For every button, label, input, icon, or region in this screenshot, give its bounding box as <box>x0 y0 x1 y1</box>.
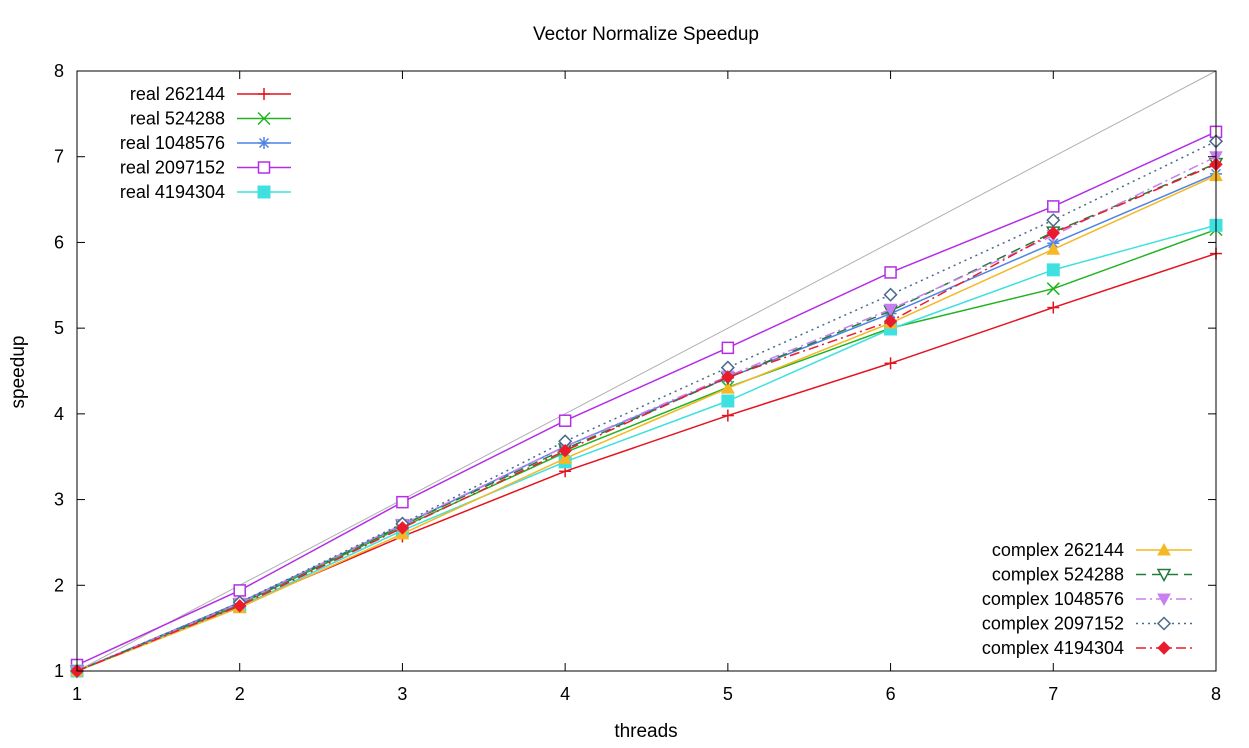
series-line <box>76 131 1217 666</box>
x-tick-label: 6 <box>886 684 896 704</box>
data-point <box>884 266 897 279</box>
legend-label: real 4194304 <box>120 182 225 202</box>
legend-label: real 524288 <box>130 109 225 129</box>
axis-ticks: 1 2 3 4 5 6 7 8 1 2 3 4 5 6 7 8 <box>54 61 1221 704</box>
data-point <box>883 287 898 302</box>
x-tick-label: 7 <box>1048 684 1058 704</box>
series-layer <box>69 125 1224 679</box>
legend-label: real 1048576 <box>120 133 225 153</box>
y-tick-label: 2 <box>54 575 64 595</box>
legend-label: complex 4194304 <box>982 638 1124 658</box>
x-tick-label: 8 <box>1211 684 1221 704</box>
legend-entry: real 1048576 <box>120 133 291 153</box>
data-point <box>721 370 735 384</box>
legend-bottom-right: complex 262144 complex 524288 complex 1048… <box>982 540 1192 658</box>
data-point <box>721 409 734 422</box>
legend-swatch-marker <box>1156 568 1172 583</box>
legend-entry: complex 4194304 <box>982 638 1192 658</box>
legend-swatch-marker <box>257 185 271 199</box>
legend-label: real 262144 <box>130 84 225 104</box>
series-line <box>76 163 1217 672</box>
series-line <box>76 156 1217 672</box>
legend-label: real 2097152 <box>120 158 225 178</box>
data-point <box>1046 226 1060 240</box>
chart-title: Vector Normalize Speedup <box>533 24 759 45</box>
legend-swatch-marker <box>1157 542 1171 556</box>
y-tick-label: 1 <box>54 661 64 681</box>
plot-frame <box>76 70 1217 672</box>
legend-entry: real 524288 <box>130 109 291 129</box>
x-tick-label: 2 <box>235 684 245 704</box>
data-point <box>233 599 247 613</box>
series-10 <box>70 157 1223 678</box>
legend-entry: complex 2097152 <box>982 614 1192 634</box>
data-point <box>558 444 572 458</box>
y-tick-label: 6 <box>54 232 64 252</box>
data-point <box>883 303 898 317</box>
data-point <box>1047 200 1060 213</box>
data-point <box>396 495 409 509</box>
data-point <box>1046 242 1061 255</box>
legend-label: complex 2097152 <box>982 614 1124 634</box>
legend-label: complex 1048576 <box>982 589 1124 609</box>
y-tick-label: 3 <box>54 490 64 510</box>
x-tick-label: 5 <box>723 684 733 704</box>
data-point <box>884 357 897 370</box>
legend-entry: complex 262144 <box>992 540 1192 560</box>
y-tick-label: 5 <box>54 318 64 338</box>
legend-swatch-marker <box>257 111 271 126</box>
series-line <box>76 140 1217 672</box>
data-point <box>1046 213 1061 228</box>
data-point <box>721 341 735 355</box>
legend-swatch-marker <box>1157 593 1171 607</box>
data-point <box>1046 282 1060 296</box>
series-line <box>76 174 1217 672</box>
y-axis-label: speedup <box>8 336 29 409</box>
x-axis-label: threads <box>614 721 677 742</box>
legend-entry: complex 1048576 <box>982 589 1192 609</box>
legend-label: complex 524288 <box>992 565 1124 585</box>
data-point <box>558 414 572 427</box>
legend-entry: real 2097152 <box>120 158 291 178</box>
legend-entry: real 262144 <box>130 84 291 104</box>
legend-entry: complex 524288 <box>992 565 1192 585</box>
legend-entry: real 4194304 <box>120 182 291 202</box>
x-tick-label: 4 <box>560 684 570 704</box>
x-tick-label: 1 <box>72 684 82 704</box>
y-tick-label: 4 <box>54 404 64 424</box>
x-tick-label: 3 <box>397 684 407 704</box>
y-tick-label: 8 <box>54 61 64 81</box>
legend-top-left: real 262144 real 524288 real 1048576 real 2… <box>120 84 291 202</box>
data-point <box>558 451 572 464</box>
legend-swatch-marker <box>1156 616 1172 631</box>
legend-swatch-marker <box>257 161 271 174</box>
data-point <box>721 394 735 408</box>
legend-swatch-marker <box>258 88 270 100</box>
data-point <box>883 314 898 328</box>
y-tick-label: 7 <box>54 147 64 167</box>
legend-swatch-marker <box>1157 641 1171 655</box>
series-line <box>76 228 1217 672</box>
reference-line-layer <box>76 70 1217 672</box>
legend-swatch-marker <box>258 137 270 149</box>
data-point <box>1046 263 1060 277</box>
reference-line <box>76 70 1217 672</box>
data-point <box>721 381 735 394</box>
data-point <box>395 521 410 535</box>
series-line <box>76 224 1217 672</box>
data-point <box>1047 301 1060 314</box>
data-point <box>233 584 246 597</box>
legend-label: complex 262144 <box>992 540 1124 560</box>
